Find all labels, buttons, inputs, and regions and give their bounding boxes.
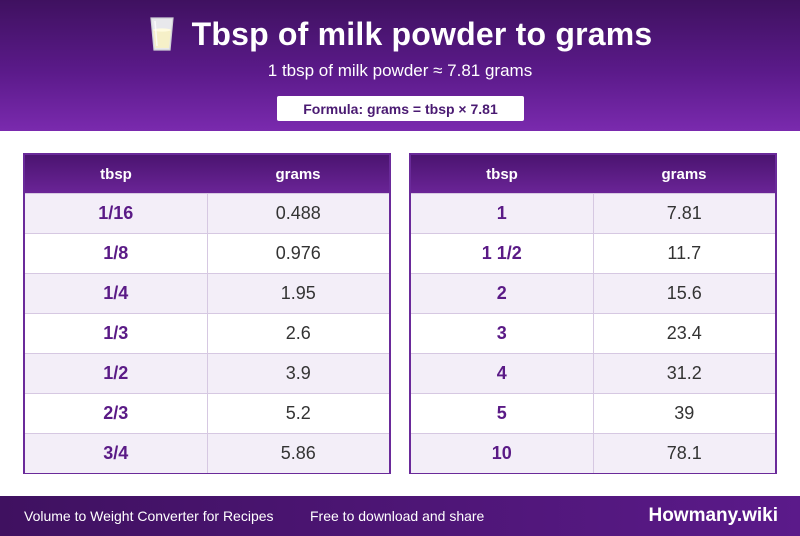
tbsp-cell: 4 — [411, 354, 594, 393]
tbsp-cell: 3/4 — [25, 434, 208, 473]
page-title-row: Tbsp of milk powder to grams — [0, 14, 800, 54]
formula-badge: Formula: grams = tbsp × 7.81 — [277, 96, 524, 121]
grams-cell: 3.9 — [285, 363, 311, 383]
milk-glass-icon — [149, 17, 174, 51]
tbsp-cell: 5 — [411, 394, 594, 433]
tbsp-cell: 1/16 — [25, 194, 208, 233]
column-header-grams: grams — [275, 165, 321, 183]
grams-cell: 39 — [674, 403, 695, 423]
column-header-tbsp: tbsp — [486, 165, 518, 183]
tbsp-cell: 10 — [411, 434, 594, 473]
conversion-table-left: tbsp grams 1/16 0.488 1/8 0.976 1/4 1.95 1/… — [23, 153, 391, 474]
table-row: 3 23.4 — [411, 313, 775, 353]
table-row: 3/4 5.86 — [25, 433, 389, 473]
table-row: 2/3 5.2 — [25, 393, 389, 433]
footer-bar: Volume to Weight Converter for Recipes F… — [0, 496, 800, 536]
grams-cell: 31.2 — [666, 363, 702, 383]
column-header-grams: grams — [661, 165, 707, 183]
column-header-tbsp: tbsp — [100, 165, 132, 183]
tbsp-cell: 2 — [411, 274, 594, 313]
grams-cell: 1.95 — [280, 283, 316, 303]
table-row: 1/4 1.95 — [25, 273, 389, 313]
grams-cell: 78.1 — [666, 443, 702, 463]
tbsp-cell: 1/3 — [25, 314, 208, 353]
table-header: tbsp grams — [411, 155, 775, 193]
header-banner: Tbsp of milk powder to grams 1 tbsp of m… — [0, 0, 800, 131]
tbsp-cell: 1/4 — [25, 274, 208, 313]
grams-cell: 15.6 — [666, 283, 702, 303]
grams-cell: 0.488 — [275, 203, 321, 223]
table-row: 1 7.81 — [411, 193, 775, 233]
grams-cell: 5.86 — [280, 443, 316, 463]
table-row: 4 31.2 — [411, 353, 775, 393]
table-row: 1/16 0.488 — [25, 193, 389, 233]
footer-caption: Volume to Weight Converter for Recipes — [24, 508, 274, 524]
tbsp-cell: 3 — [411, 314, 594, 353]
grams-cell: 2.6 — [285, 323, 311, 343]
tbsp-cell: 1 — [411, 194, 594, 233]
tbsp-cell: 2/3 — [25, 394, 208, 433]
tbsp-cell: 1 1/2 — [411, 234, 594, 273]
page-title: Tbsp of milk powder to grams — [191, 15, 653, 52]
tbsp-cell: 1/2 — [25, 354, 208, 393]
footer-share-note: Free to download and share — [310, 508, 485, 524]
table-row: 5 39 — [411, 393, 775, 433]
grams-cell: 11.7 — [667, 243, 702, 263]
grams-cell: 0.976 — [275, 243, 321, 263]
brand-logo-text[interactable]: Howmany.wiki — [648, 505, 778, 526]
grams-cell: 5.2 — [285, 403, 311, 423]
table-header: tbsp grams — [25, 155, 389, 193]
table-row: 10 78.1 — [411, 433, 775, 473]
table-row: 1 1/2 11.7 — [411, 233, 775, 273]
tbsp-cell: 1/8 — [25, 234, 208, 273]
conversion-table-right: tbsp grams 1 7.81 1 1/2 11.7 2 15.6 3 23.4 4… — [409, 153, 777, 474]
table-row: 1/2 3.9 — [25, 353, 389, 393]
table-row: 1/3 2.6 — [25, 313, 389, 353]
page-subtitle: 1 tbsp of milk powder ≈ 7.81 grams — [267, 61, 533, 80]
grams-cell: 23.4 — [666, 323, 702, 343]
table-row: 2 15.6 — [411, 273, 775, 313]
grams-cell: 7.81 — [666, 203, 702, 223]
table-row: 1/8 0.976 — [25, 233, 389, 273]
